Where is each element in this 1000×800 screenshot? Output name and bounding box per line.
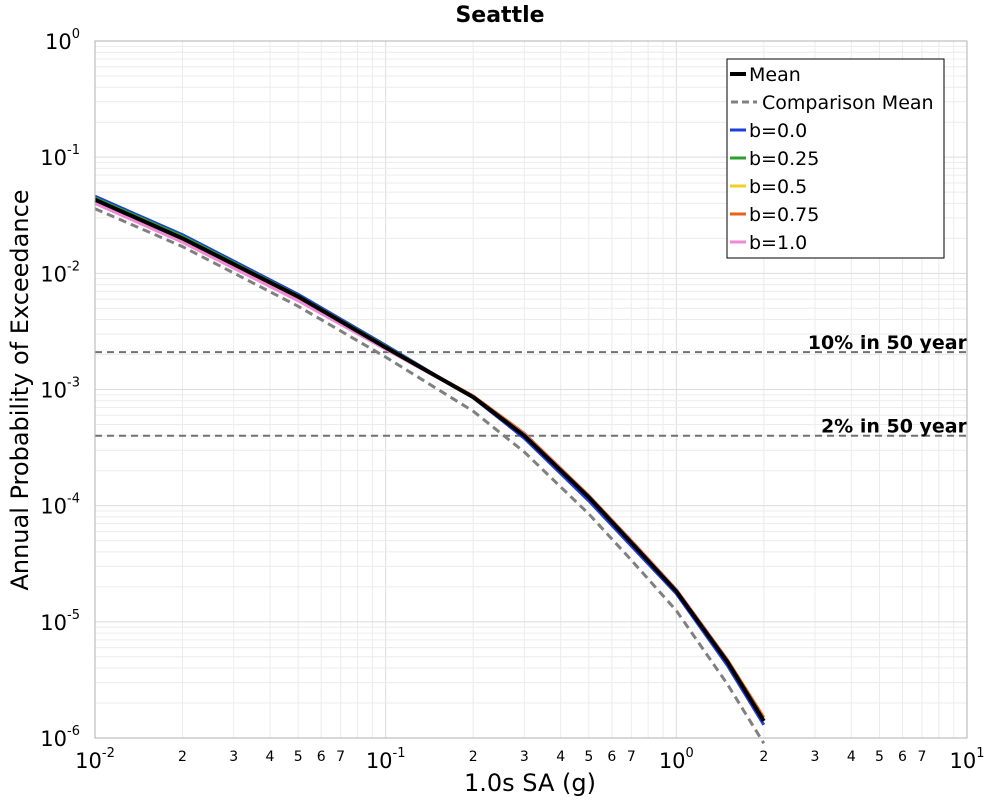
- x-minor-tick-label: 4: [556, 749, 565, 765]
- series-line-mean: [94, 197, 766, 723]
- legend-label: b=0.75: [749, 204, 819, 226]
- x-tick-label: 10-1: [366, 746, 406, 773]
- x-minor-tick-label: 6: [898, 749, 907, 765]
- x-minor-tick-label: 7: [336, 749, 345, 765]
- y-tick-label: 10-2: [40, 259, 80, 286]
- legend-label: b=0.5: [749, 176, 807, 198]
- grid: [94, 40, 968, 739]
- x-minor-tick-label: 3: [811, 749, 820, 765]
- series-line-comparison-mean: [94, 207, 766, 745]
- x-tick-label: 101: [949, 746, 984, 773]
- y-tick-label: 10-1: [40, 143, 80, 170]
- legend-label: b=0.0: [749, 120, 807, 142]
- reference-line-label: 2% in 50 year: [821, 416, 968, 438]
- x-minor-tick-label: 5: [875, 749, 884, 765]
- x-tick-label: 100: [659, 746, 694, 773]
- x-minor-tick-label: 7: [627, 749, 636, 765]
- legend-box: [726, 58, 945, 259]
- reference-line-label: 10% in 50 year: [808, 332, 968, 354]
- x-minor-tick-label: 3: [520, 749, 529, 765]
- legend: Mean Comparison Mean b=0.0 b=0.25 b=0.5 b=0.7…: [726, 58, 945, 259]
- x-minor-tick-label: 5: [584, 749, 593, 765]
- x-minor-tick-label: 6: [317, 749, 326, 765]
- legend-label: b=0.25: [749, 148, 819, 170]
- legend-label: Mean: [749, 64, 801, 86]
- y-tick-label: 100: [45, 27, 80, 54]
- x-minor-tick-label: 4: [847, 749, 856, 765]
- x-minor-tick-label: 5: [294, 749, 303, 765]
- plot-area-frame: [94, 40, 968, 739]
- y-axis-label: Annual Probability of Exceedance: [6, 189, 34, 590]
- y-tick-label: 10-6: [40, 724, 80, 751]
- x-minor-tick-label: 4: [266, 749, 275, 765]
- chart-title: Seattle: [455, 3, 544, 28]
- series-lines: [94, 194, 766, 745]
- x-minor-tick-label: 2: [469, 749, 478, 765]
- y-tick-label: 10-5: [40, 608, 80, 635]
- x-axis-label: 1.0s SA (g): [464, 769, 596, 797]
- x-minor-tick-label: 2: [759, 749, 768, 765]
- y-tick-label: 10-4: [40, 492, 80, 519]
- x-minor-tick-label: 7: [918, 749, 927, 765]
- y-tick-label: 10-3: [40, 376, 80, 403]
- x-tick-label: 10-2: [75, 746, 115, 773]
- x-minor-tick-label: 2: [178, 749, 187, 765]
- reference-lines: 10% in 50 year 2% in 50 year: [95, 332, 968, 438]
- x-minor-tick-label: 3: [229, 749, 238, 765]
- legend-label: Comparison Mean: [762, 92, 934, 114]
- x-minor-tick-label: 6: [607, 749, 616, 765]
- legend-label: b=1.0: [749, 232, 807, 254]
